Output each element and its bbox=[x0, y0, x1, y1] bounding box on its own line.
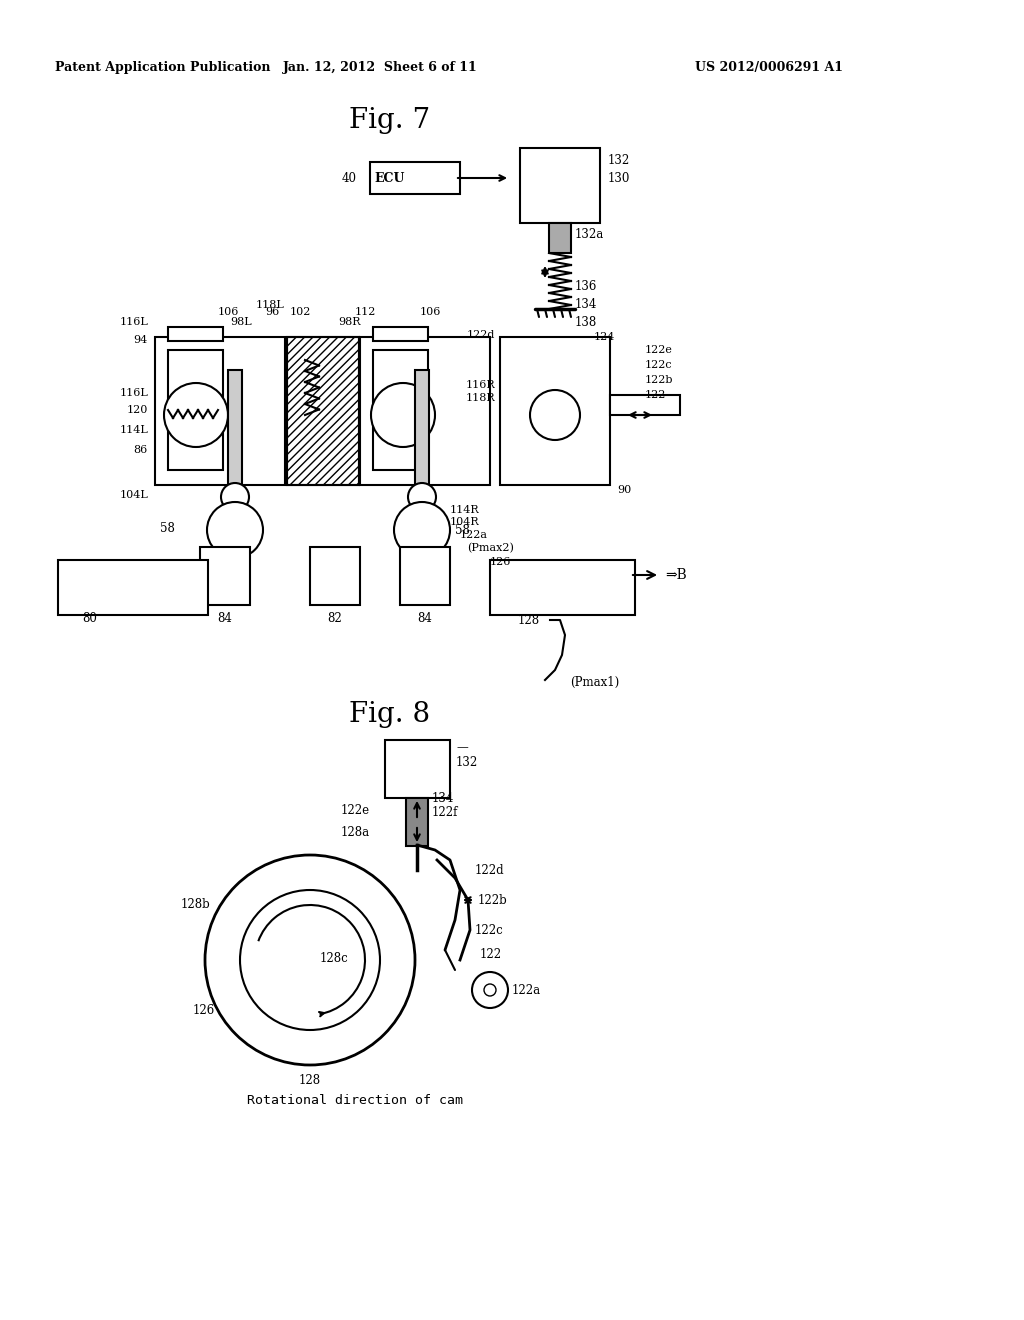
Text: 122b: 122b bbox=[645, 375, 674, 385]
Text: 96: 96 bbox=[265, 308, 280, 317]
Text: 58: 58 bbox=[455, 524, 470, 536]
Text: 136: 136 bbox=[575, 280, 597, 293]
Text: 122b: 122b bbox=[478, 894, 508, 907]
Text: 58: 58 bbox=[160, 521, 175, 535]
Bar bbox=[490, 560, 635, 615]
Text: 114R: 114R bbox=[450, 506, 479, 515]
Bar bbox=[287, 337, 359, 484]
Text: 84: 84 bbox=[418, 611, 432, 624]
Bar bbox=[200, 546, 250, 605]
Text: Fig. 7: Fig. 7 bbox=[349, 107, 431, 133]
Text: 114L: 114L bbox=[119, 425, 148, 436]
Text: —: — bbox=[456, 742, 468, 755]
Text: 132a: 132a bbox=[575, 228, 604, 242]
Circle shape bbox=[164, 383, 228, 447]
Bar bbox=[610, 395, 680, 414]
Text: 122a: 122a bbox=[460, 531, 488, 540]
Text: 122d: 122d bbox=[467, 330, 495, 341]
Text: 116R: 116R bbox=[465, 380, 495, 389]
Text: US 2012/0006291 A1: US 2012/0006291 A1 bbox=[695, 62, 843, 74]
Circle shape bbox=[205, 855, 415, 1065]
Text: Patent Application Publication: Patent Application Publication bbox=[55, 62, 270, 74]
Text: Fig. 8: Fig. 8 bbox=[349, 701, 430, 729]
Text: 94: 94 bbox=[134, 335, 148, 345]
Text: 102: 102 bbox=[290, 308, 310, 317]
Bar bbox=[168, 327, 223, 341]
Text: Rotational direction of cam: Rotational direction of cam bbox=[247, 1093, 463, 1106]
Text: 122f: 122f bbox=[432, 805, 459, 818]
Circle shape bbox=[484, 983, 496, 997]
Text: 90: 90 bbox=[617, 484, 631, 495]
Circle shape bbox=[371, 383, 435, 447]
Circle shape bbox=[394, 502, 450, 558]
Text: 132: 132 bbox=[608, 153, 630, 166]
Bar bbox=[406, 799, 428, 846]
Text: 106: 106 bbox=[218, 308, 240, 317]
Circle shape bbox=[530, 389, 580, 440]
Bar bbox=[58, 560, 208, 615]
Bar bbox=[155, 337, 285, 484]
Bar bbox=[500, 337, 610, 484]
Text: 112: 112 bbox=[355, 308, 377, 317]
Text: 116L: 116L bbox=[119, 388, 148, 399]
Circle shape bbox=[221, 483, 249, 511]
Text: 132: 132 bbox=[456, 755, 478, 768]
Bar bbox=[373, 327, 428, 341]
Text: 118R: 118R bbox=[465, 393, 495, 403]
Text: Jan. 12, 2012  Sheet 6 of 11: Jan. 12, 2012 Sheet 6 of 11 bbox=[283, 62, 477, 74]
Bar bbox=[373, 350, 428, 470]
Text: 128: 128 bbox=[518, 614, 540, 627]
Bar bbox=[400, 546, 450, 605]
Text: 40: 40 bbox=[342, 172, 357, 185]
Text: 134: 134 bbox=[432, 792, 455, 804]
Text: 98R: 98R bbox=[338, 317, 360, 327]
Text: 104R: 104R bbox=[450, 517, 479, 527]
Text: 104L: 104L bbox=[119, 490, 148, 500]
Text: 106: 106 bbox=[420, 308, 441, 317]
Text: ECU: ECU bbox=[375, 172, 406, 185]
Text: 122: 122 bbox=[480, 949, 502, 961]
Bar bbox=[228, 370, 242, 484]
Text: 122a: 122a bbox=[512, 983, 541, 997]
Bar bbox=[385, 741, 450, 799]
Text: 128c: 128c bbox=[319, 952, 349, 965]
Bar bbox=[520, 148, 600, 223]
Text: (Pmax1): (Pmax1) bbox=[570, 676, 620, 689]
Text: 126: 126 bbox=[490, 557, 511, 568]
Text: 120: 120 bbox=[127, 405, 148, 414]
Text: 128: 128 bbox=[299, 1073, 322, 1086]
Text: 80: 80 bbox=[83, 611, 97, 624]
Bar bbox=[287, 337, 359, 484]
Text: 128b: 128b bbox=[180, 899, 210, 912]
Text: (Pmax2): (Pmax2) bbox=[467, 543, 514, 553]
Text: 134: 134 bbox=[575, 298, 597, 312]
Bar bbox=[370, 162, 460, 194]
Text: 116L: 116L bbox=[119, 317, 148, 327]
Text: 122e: 122e bbox=[341, 804, 370, 817]
Bar bbox=[415, 370, 429, 484]
Text: 130: 130 bbox=[608, 172, 631, 185]
Text: 122c: 122c bbox=[645, 360, 673, 370]
Text: 128a: 128a bbox=[341, 825, 370, 838]
Text: 138: 138 bbox=[575, 315, 597, 329]
Circle shape bbox=[207, 502, 263, 558]
Bar bbox=[549, 223, 571, 253]
Text: 84: 84 bbox=[217, 611, 232, 624]
Bar bbox=[360, 337, 490, 484]
Text: 122: 122 bbox=[645, 389, 667, 400]
Text: 124: 124 bbox=[594, 333, 615, 342]
Text: 122e: 122e bbox=[645, 345, 673, 355]
Circle shape bbox=[472, 972, 508, 1008]
Text: 118L: 118L bbox=[256, 300, 285, 310]
Text: 122d: 122d bbox=[475, 863, 505, 876]
Text: 86: 86 bbox=[134, 445, 148, 455]
Circle shape bbox=[408, 483, 436, 511]
Bar bbox=[168, 350, 223, 470]
Text: 126: 126 bbox=[193, 1003, 215, 1016]
Text: ⇒B: ⇒B bbox=[665, 568, 687, 582]
Text: 82: 82 bbox=[328, 611, 342, 624]
Text: 122c: 122c bbox=[475, 924, 504, 936]
Bar bbox=[310, 546, 360, 605]
Text: 98L: 98L bbox=[230, 317, 252, 327]
